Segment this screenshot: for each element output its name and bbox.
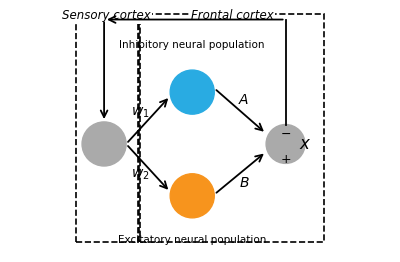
Text: $w_2$: $w_2$ bbox=[131, 168, 150, 182]
Text: $A$: $A$ bbox=[238, 93, 250, 107]
Text: $-$: $-$ bbox=[280, 127, 291, 140]
Text: Excitatory neural population: Excitatory neural population bbox=[118, 235, 266, 245]
Text: $+$: $+$ bbox=[280, 153, 291, 166]
Text: $x$: $x$ bbox=[299, 135, 311, 153]
Circle shape bbox=[170, 70, 214, 114]
Circle shape bbox=[266, 124, 305, 163]
Text: $w_1$: $w_1$ bbox=[131, 106, 150, 120]
Text: $B$: $B$ bbox=[239, 176, 250, 190]
Text: Sensory cortex: Sensory cortex bbox=[62, 9, 151, 22]
Circle shape bbox=[170, 174, 214, 218]
Text: Inhibitory neural population: Inhibitory neural population bbox=[120, 40, 265, 51]
Circle shape bbox=[82, 122, 126, 166]
Text: Frontal cortex: Frontal cortex bbox=[191, 9, 274, 22]
